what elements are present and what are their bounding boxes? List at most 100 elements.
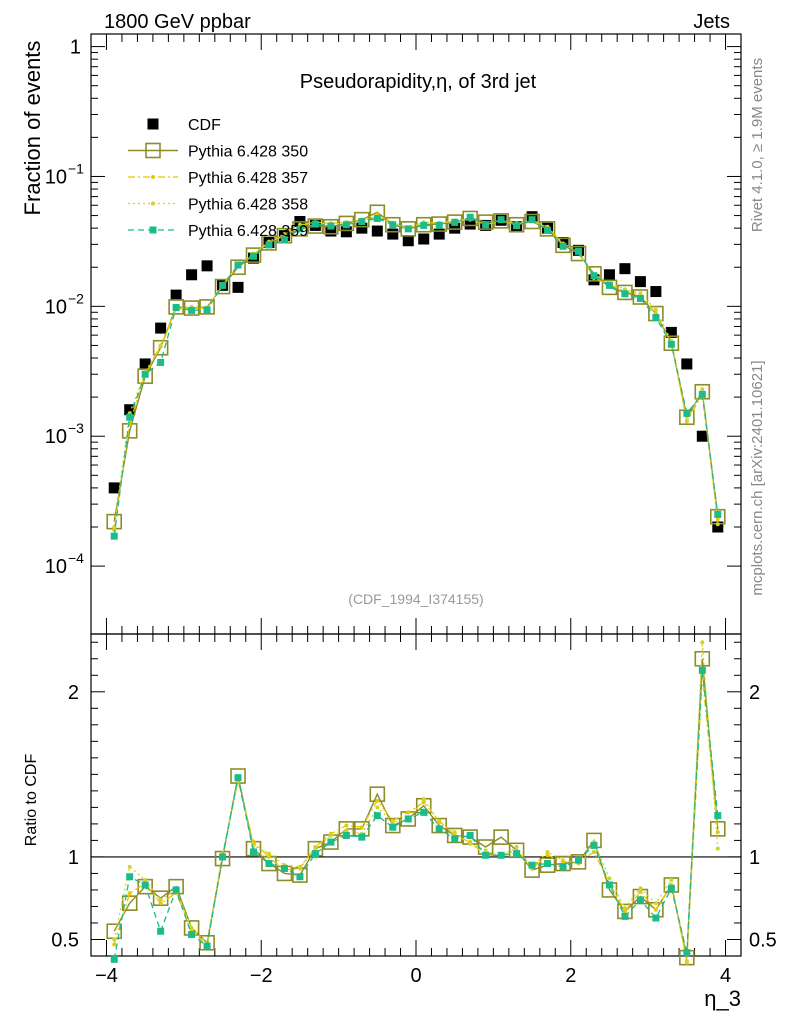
- main-p359-point: [280, 236, 288, 244]
- ratio-p359-line: [113, 670, 719, 960]
- ratio-p358-point: [437, 820, 442, 825]
- ratio-y-axis-label: Ratio to CDF: [23, 754, 40, 847]
- main-p350-point: [539, 221, 556, 237]
- main-p350-point: [292, 221, 308, 237]
- ratio-series-group: [106, 640, 726, 966]
- ratio-p358-point: [638, 886, 643, 891]
- main-p350-point: [524, 213, 540, 230]
- ratio-p359-point: [110, 955, 118, 963]
- ratio-p357-point: [545, 853, 550, 858]
- main-p359-point: [126, 413, 134, 421]
- legend-p350-marker: [145, 142, 161, 159]
- ratio-p358-point: [158, 897, 163, 902]
- main-cdf-point: [139, 358, 151, 370]
- ratio-y-tick-label-right: 2: [749, 682, 760, 704]
- ratio-y-tick-label-left: 2: [68, 682, 79, 704]
- legend-label-3: Pythia 6.428 358: [188, 197, 308, 214]
- ratio-p357-point: [344, 823, 349, 828]
- legend-label-2: Pythia 6.428 357: [188, 170, 308, 187]
- main-cdf-point: [418, 233, 430, 245]
- main-p359-point: [203, 306, 211, 314]
- main-p350-point: [183, 300, 200, 316]
- main-p358-point: [638, 291, 643, 296]
- ratio-p358-point: [622, 906, 627, 911]
- main-p359-point: [497, 216, 505, 224]
- main-series-group: [106, 204, 726, 540]
- main-cdf-point: [712, 521, 724, 533]
- main-p350-point: [555, 237, 571, 254]
- main-p359-point: [373, 214, 381, 222]
- ratio-p359-point: [544, 860, 552, 868]
- main-p359-point: [420, 221, 428, 229]
- ratio-p359-point: [126, 873, 134, 881]
- main-p358-point: [684, 419, 689, 424]
- ratio-p358-point: [189, 925, 194, 930]
- main-p359-point: [265, 241, 273, 249]
- ratio-p359-point: [482, 851, 490, 859]
- ratio-p358-point: [452, 830, 457, 835]
- x-tick-label: 4: [720, 965, 731, 987]
- main-y-tick-exponent: −2: [68, 290, 84, 306]
- ratio-y-tick-label-right: 0.5: [749, 929, 777, 951]
- x-tick-label: 2: [565, 965, 576, 987]
- main-cdf-point: [619, 263, 631, 275]
- ratio-p357-point: [591, 849, 596, 854]
- legend-p359-marker: [149, 226, 157, 234]
- main-p359-point: [296, 225, 304, 233]
- main-p359-point: [652, 314, 660, 322]
- ratio-p359-point: [280, 864, 288, 872]
- main-p350-point: [493, 213, 509, 229]
- ratio-p358-point: [313, 846, 318, 851]
- main-p359-point: [451, 218, 459, 226]
- ratio-p350-point: [121, 895, 138, 911]
- legend-label-0: CDF: [188, 117, 221, 134]
- main-cdf-point: [170, 289, 182, 301]
- main-panel: 110−110−210−310−4 Pseudorapidity,η, of 3…: [20, 33, 742, 635]
- ratio-p359-point: [172, 886, 180, 894]
- main-series-1: [106, 204, 726, 530]
- main-p350-point: [214, 278, 231, 295]
- ratio-p350-point: [384, 817, 401, 834]
- header-category-label: Jets: [693, 11, 730, 33]
- main-p350-point: [168, 299, 184, 315]
- ratio-p359-point: [621, 912, 629, 920]
- ratio-p358-point: [421, 797, 426, 802]
- ratio-p350-point: [431, 817, 448, 834]
- main-p350-point: [137, 368, 153, 384]
- legend: CDF Pythia 6.428 350 Pythia 6.428 357 Pythi…: [128, 117, 308, 240]
- ratio-plot-frame: [90, 633, 742, 957]
- ratio-p359-point: [590, 841, 598, 849]
- ratio-p358-point: [344, 828, 349, 833]
- main-series-4: [110, 213, 722, 540]
- ratio-y-tick-label-right: 1: [749, 847, 760, 869]
- ratio-p359-point: [141, 881, 149, 889]
- ratio-p350-point: [508, 842, 525, 859]
- main-p359-point: [590, 272, 598, 280]
- ratio-p358-point: [375, 805, 380, 810]
- ratio-p359-point: [605, 881, 613, 889]
- main-cdf-point: [387, 228, 399, 240]
- ratio-p358-point: [514, 845, 519, 850]
- ratio-p358-line: [113, 642, 719, 963]
- main-series-0: [108, 211, 724, 533]
- ratio-p350-point: [663, 877, 680, 893]
- main-p350-point: [245, 247, 262, 263]
- main-p359-point: [636, 294, 644, 302]
- ratio-p359-point: [466, 831, 474, 839]
- main-p359-point: [188, 306, 196, 314]
- ratio-p358-point: [700, 640, 705, 645]
- ratio-p357-point: [375, 798, 380, 803]
- ratio-p359-point: [420, 808, 428, 816]
- ratio-p359-point: [311, 850, 319, 858]
- main-p359-point: [605, 281, 613, 289]
- main-y-tick-exponent: −3: [68, 420, 84, 436]
- main-cdf-point: [449, 222, 461, 234]
- main-p359-point: [358, 218, 366, 226]
- main-p357-line: [113, 213, 719, 530]
- main-y-tick-label: 1: [70, 37, 81, 59]
- main-p350-point: [617, 284, 633, 301]
- main-p359-point: [466, 213, 474, 221]
- ratio-p359-point: [296, 873, 304, 881]
- main-y-tick-label: 10: [45, 296, 67, 318]
- legend-p358-marker: [151, 201, 155, 206]
